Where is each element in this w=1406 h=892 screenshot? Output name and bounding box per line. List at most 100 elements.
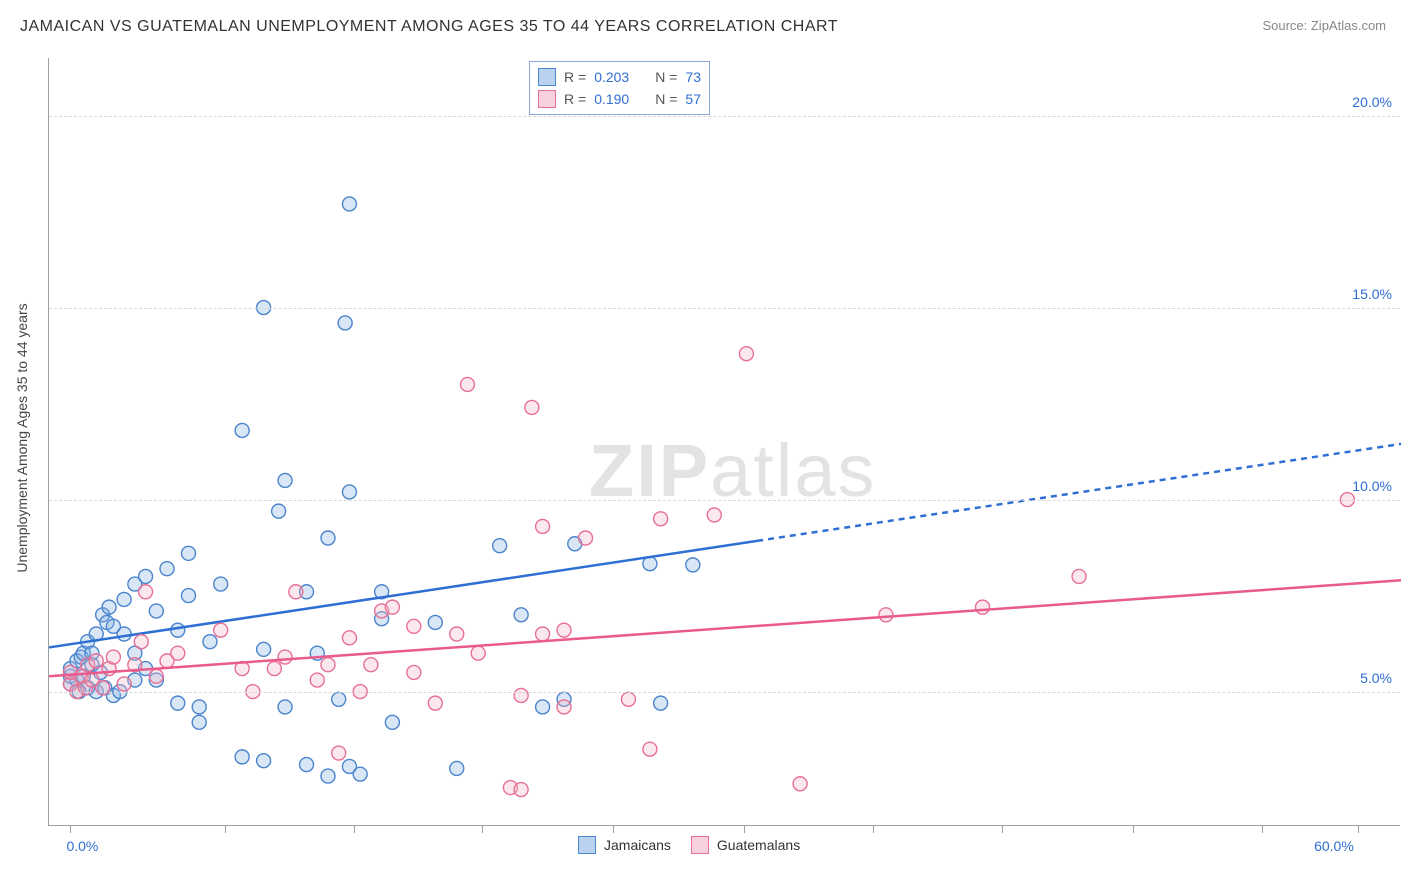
data-point (321, 658, 335, 672)
chart-title: JAMAICAN VS GUATEMALAN UNEMPLOYMENT AMON… (20, 18, 838, 36)
legend-stats: R = 0.203 N = 73R =0.190N =57 (529, 61, 710, 115)
data-point (879, 608, 893, 622)
data-point (267, 662, 281, 676)
data-point (407, 619, 421, 633)
data-point (342, 631, 356, 645)
data-point (643, 742, 657, 756)
data-point (364, 658, 378, 672)
x-tick (873, 825, 874, 833)
data-point (278, 700, 292, 714)
data-point (102, 600, 116, 614)
data-point (257, 754, 271, 768)
data-point (203, 635, 217, 649)
data-point (272, 504, 286, 518)
y-tick-label: 20.0% (1352, 94, 1392, 110)
data-point (192, 715, 206, 729)
y-tick-label: 5.0% (1360, 670, 1392, 686)
x-tick (70, 825, 71, 833)
x-tick (354, 825, 355, 833)
y-tick-label: 10.0% (1352, 478, 1392, 494)
data-point (89, 654, 103, 668)
data-point (214, 577, 228, 591)
legend-label: Guatemalans (717, 837, 800, 853)
data-point (654, 696, 668, 710)
data-point (686, 558, 700, 572)
data-point (385, 600, 399, 614)
stat-n-value: 73 (685, 66, 701, 88)
stat-r-label: R = (564, 88, 586, 110)
data-point (493, 539, 507, 553)
data-point (338, 316, 352, 330)
data-point (117, 627, 131, 641)
data-point (149, 604, 163, 618)
data-point (557, 623, 571, 637)
gridline (49, 500, 1400, 501)
x-tick-label: 0.0% (66, 838, 98, 854)
bottom-legend: Jamaicans Guatemalans (578, 836, 800, 854)
stat-r-value: 0.203 (594, 66, 629, 88)
data-point (450, 627, 464, 641)
data-point (257, 642, 271, 656)
trend-line (49, 541, 757, 648)
data-point (181, 589, 195, 603)
data-point (149, 669, 163, 683)
gridline (49, 692, 1400, 693)
data-point (235, 750, 249, 764)
data-point (514, 688, 528, 702)
data-point (1072, 569, 1086, 583)
data-point (342, 485, 356, 499)
data-point (321, 531, 335, 545)
data-point (106, 650, 120, 664)
legend-item: Jamaicans (578, 836, 671, 854)
data-point (96, 681, 110, 695)
data-point (739, 347, 753, 361)
data-point (525, 400, 539, 414)
data-point (428, 696, 442, 710)
legend-label: Jamaicans (604, 837, 671, 853)
stat-n-label: N = (655, 88, 677, 110)
y-tick-label: 15.0% (1352, 286, 1392, 302)
chart-svg (49, 58, 1401, 826)
data-point (536, 519, 550, 533)
data-point (160, 562, 174, 576)
data-point (407, 665, 421, 679)
data-point (332, 692, 346, 706)
data-point (181, 546, 195, 560)
source-label: Source: ZipAtlas.com (1262, 18, 1386, 33)
data-point (289, 585, 303, 599)
data-point (171, 646, 185, 660)
data-point (192, 700, 206, 714)
trend-line (757, 444, 1401, 541)
x-tick (744, 825, 745, 833)
legend-swatch (691, 836, 709, 854)
data-point (117, 592, 131, 606)
data-point (235, 423, 249, 437)
trend-line (49, 580, 1401, 676)
data-point (310, 673, 324, 687)
data-point (471, 646, 485, 660)
legend-swatch (578, 836, 596, 854)
x-tick (1002, 825, 1003, 833)
gridline (49, 308, 1400, 309)
data-point (976, 600, 990, 614)
x-tick (482, 825, 483, 833)
plot-area: ZIPatlas R =0.203N =73R =0.190N =57 5.0%… (48, 58, 1400, 826)
data-point (514, 783, 528, 797)
data-point (450, 761, 464, 775)
data-point (536, 627, 550, 641)
gridline (49, 116, 1400, 117)
data-point (514, 608, 528, 622)
y-axis-label: Unemployment Among Ages 35 to 44 years (14, 268, 30, 608)
data-point (460, 377, 474, 391)
legend-stats-row: R =0.190N =57 (538, 88, 701, 110)
data-point (300, 758, 314, 772)
data-point (117, 677, 131, 691)
data-point (536, 700, 550, 714)
data-point (171, 696, 185, 710)
data-point (321, 769, 335, 783)
data-point (139, 585, 153, 599)
data-point (385, 715, 399, 729)
data-point (342, 197, 356, 211)
x-tick (1358, 825, 1359, 833)
data-point (332, 746, 346, 760)
